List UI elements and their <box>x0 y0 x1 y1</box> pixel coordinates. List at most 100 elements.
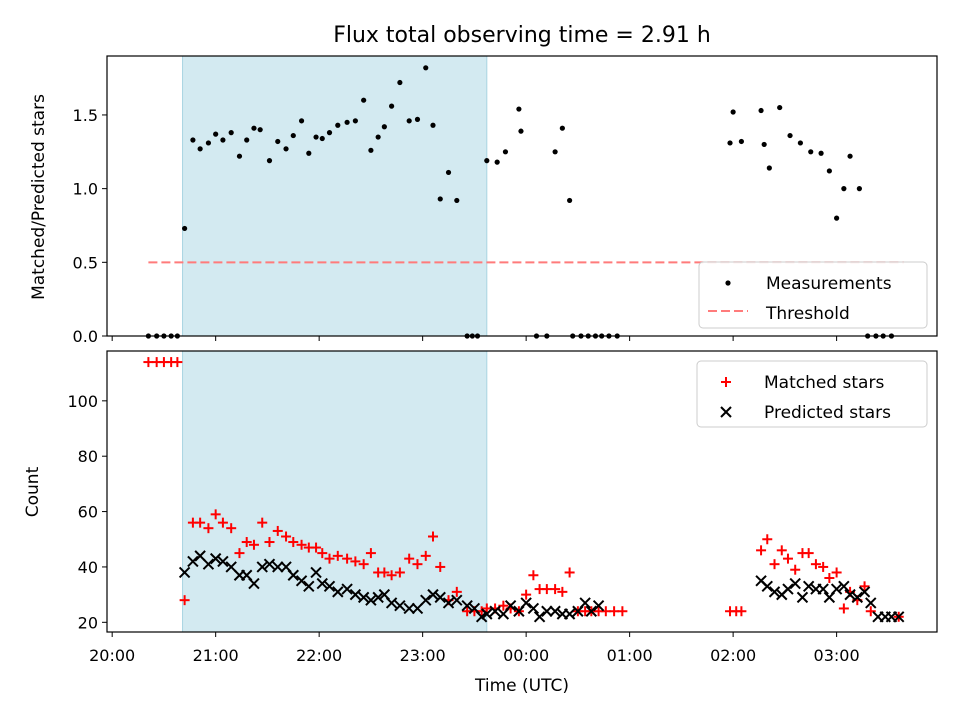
measurement-point <box>567 197 573 204</box>
predicted-star-mark <box>768 586 781 598</box>
x-tick-label: 23:00 <box>400 646 446 665</box>
matched-star-mark <box>550 584 561 595</box>
measurement-point <box>727 140 733 146</box>
predicted-star-mark <box>248 577 260 590</box>
measurement-point <box>368 147 374 153</box>
predicted-star-mark <box>256 561 268 573</box>
matched-star-mark <box>451 586 462 597</box>
measurement-point <box>758 107 764 114</box>
matched-star-mark <box>296 539 307 550</box>
chart-title: Flux total observing time = 2.91 h <box>333 23 711 48</box>
measurement-point <box>414 116 421 122</box>
matched-star-mark <box>257 517 268 528</box>
matched-star-mark <box>762 534 773 545</box>
predicted-star-mark <box>403 602 415 615</box>
measurement-point <box>352 118 358 124</box>
predicted-star-mark <box>527 602 540 615</box>
predicted-star-mark <box>838 580 850 593</box>
predicted-star-mark <box>357 591 370 604</box>
legend-plus-marker <box>721 377 731 387</box>
measurement-point <box>454 197 460 204</box>
predicted-star-mark <box>782 583 794 595</box>
matched-star-mark <box>217 517 228 528</box>
measurement-point <box>182 225 188 232</box>
predicted-star-mark <box>451 594 463 606</box>
legend-box <box>698 261 928 329</box>
matched-star-mark <box>564 567 575 578</box>
measurement-point <box>841 186 847 192</box>
measurement-point <box>777 104 783 111</box>
matched-star-mark <box>203 523 214 534</box>
matched-star-mark <box>769 559 780 570</box>
measurement-point <box>213 131 219 137</box>
matched-star-mark <box>272 525 283 536</box>
measurement-point <box>406 118 412 124</box>
matched-star-mark <box>210 509 221 520</box>
matched-star-mark <box>790 564 801 575</box>
predicted-star-mark <box>349 588 362 601</box>
predicted-star-mark <box>209 552 222 565</box>
predicted-star-mark <box>549 605 561 617</box>
measurement-point <box>856 186 862 192</box>
predicted-star-mark <box>817 583 829 595</box>
predicted-star-mark <box>217 555 229 568</box>
matched-star-mark <box>404 553 415 564</box>
predicted-star-mark <box>316 577 328 590</box>
predicted-star-mark <box>520 597 532 609</box>
predicted-star-mark <box>187 555 199 568</box>
y-tick-label: 80 <box>78 447 98 466</box>
measurement-point <box>306 150 312 156</box>
predicted-star-mark <box>442 597 455 609</box>
x-tick-label: 21:00 <box>193 646 239 665</box>
predicted-star-mark <box>592 599 605 612</box>
measurement-point <box>766 165 772 171</box>
predicted-star-mark <box>489 605 501 617</box>
measurement-point <box>298 118 305 124</box>
matched-star-mark <box>435 561 446 572</box>
matched-star-mark <box>838 603 849 614</box>
matched-star-mark <box>195 517 206 528</box>
plot-frame <box>106 55 938 337</box>
measurement-point <box>381 124 387 130</box>
measurement-point <box>319 135 325 142</box>
matched-star-mark <box>317 548 328 559</box>
matched-star-mark <box>342 553 353 564</box>
legend-label: Measurements <box>766 274 892 294</box>
matched-star-mark <box>288 537 299 548</box>
measurement-point <box>826 168 832 174</box>
matched-star-mark <box>528 570 539 581</box>
measurement-point <box>437 196 443 202</box>
predicted-star-mark <box>341 583 353 595</box>
predicted-star-mark <box>178 566 191 579</box>
predicted-star-mark <box>427 588 439 601</box>
predicted-star-mark <box>481 608 493 620</box>
matched-star-mark <box>394 567 405 578</box>
matched-star-mark <box>365 548 376 559</box>
matched-star-mark <box>756 545 767 556</box>
x-tick-label: 22:00 <box>296 646 342 665</box>
matched-star-mark <box>427 531 438 542</box>
matched-star-mark <box>810 559 821 570</box>
y-tick-label: 40 <box>78 558 98 577</box>
y-tick-label: 0.5 <box>73 253 98 272</box>
measurement-point <box>197 146 203 152</box>
matched-star-mark <box>831 567 842 578</box>
measurement-point <box>761 141 767 148</box>
predicted-star-mark <box>272 561 284 573</box>
matched-star-mark <box>824 573 835 584</box>
measurement-point <box>205 140 212 146</box>
predicted-star-mark <box>461 599 473 612</box>
predicted-star-mark <box>372 591 384 604</box>
matched-star-mark <box>350 556 361 567</box>
legend-label: Predicted stars <box>764 403 891 423</box>
measurement-point <box>361 97 367 103</box>
matched-star-mark <box>358 559 369 570</box>
matched-star-mark <box>818 561 829 572</box>
plot-frame <box>106 350 938 633</box>
predicted-star-mark <box>802 580 815 593</box>
matched-star-mark <box>412 559 423 570</box>
predicted-star-mark <box>579 597 591 609</box>
predicted-star-mark <box>385 597 398 609</box>
legend-dot-marker <box>725 280 731 286</box>
